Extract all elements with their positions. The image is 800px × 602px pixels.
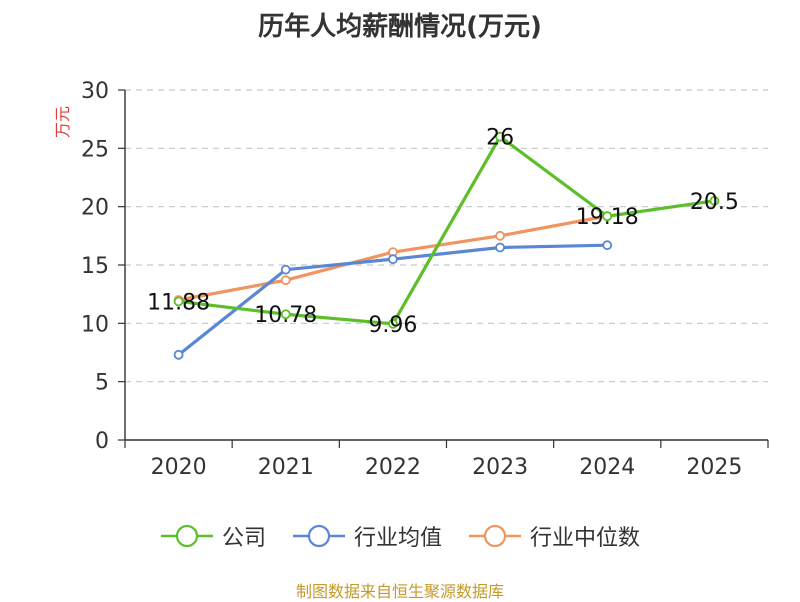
gridlines [125,89,768,383]
y-tick-label: 10 [81,312,109,337]
series-point-1 [495,242,505,253]
data-labels: 11.88 10.78 9.96 26 19.18 20.5 [147,126,739,338]
series-point-0 [173,296,184,307]
data-label: 19.18 [576,205,639,230]
series-point-2 [495,230,505,241]
legend-item[interactable]: 行业中位数 [468,520,640,552]
legend-swatch-circle [307,524,331,548]
y-axis-label: 万元 [53,106,72,138]
series-line-0 [178,135,715,326]
series-point-0 [709,195,720,206]
legend-swatch-icon [292,524,345,548]
series-points [173,131,720,360]
data-label: 11.88 [147,290,210,315]
y-tick-label: 25 [81,137,109,162]
series-point-0 [280,309,291,320]
data-label: 9.96 [368,313,417,338]
legend-label: 行业均值 [353,526,442,551]
legend-swatch-icon [469,524,521,548]
data-label: 10.78 [254,303,317,328]
series-point-1 [388,254,398,265]
x-tick-label: 2024 [579,455,635,480]
series-point-2 [280,275,291,286]
y-tick-label: 5 [95,371,109,396]
y-tick-label: 0 [95,429,109,454]
series-point-0 [388,318,398,329]
series-point-0 [495,131,505,142]
legend-swatch-icon [160,524,213,548]
y-tick-label: 20 [81,196,109,221]
series-point-1 [602,240,613,251]
legend-label: 公司 [221,526,266,551]
legend-item[interactable]: 行业均值 [292,520,442,552]
legend: 公司 行业均值 行业中位数 [0,520,800,552]
series-point-1 [173,349,184,360]
x-tick-label: 2022 [365,455,421,480]
legend-label: 行业中位数 [530,526,641,551]
x-tick-label: 2025 [686,455,742,480]
y-tick-label: 15 [81,254,109,279]
legend-swatch-circle [175,524,199,548]
legend-item[interactable]: 公司 [160,520,266,552]
source-footer: 制图数据来自恒生聚源数据库 [295,582,504,601]
series-point-1 [280,264,291,275]
data-label: 20.5 [690,190,739,215]
data-label: 26 [486,126,514,151]
chart-title: 历年人均薪酬情况(万元) [258,12,542,42]
x-tick-label: 2021 [258,455,314,480]
y-tick-label: 30 [81,79,109,104]
x-tick-label: 2020 [151,455,207,480]
x-tick-label: 2023 [472,455,528,480]
series-point-0 [602,211,613,222]
legend-swatch-circle [483,524,507,548]
